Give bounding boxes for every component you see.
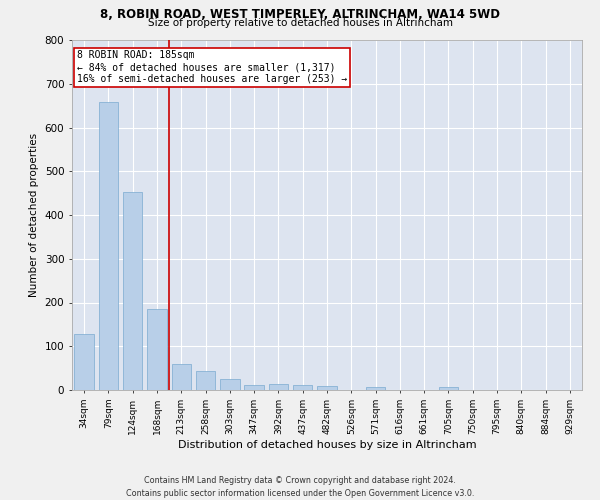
- Bar: [439, 386, 458, 390]
- X-axis label: Distribution of detached houses by size in Altrincham: Distribution of detached houses by size …: [178, 440, 476, 450]
- Text: 8, ROBIN ROAD, WEST TIMPERLEY, ALTRINCHAM, WA14 5WD: 8, ROBIN ROAD, WEST TIMPERLEY, ALTRINCHA…: [100, 8, 500, 20]
- Y-axis label: Number of detached properties: Number of detached properties: [29, 133, 39, 297]
- Bar: [196, 371, 215, 390]
- Text: 8 ROBIN ROAD: 185sqm
← 84% of detached houses are smaller (1,317)
16% of semi-de: 8 ROBIN ROAD: 185sqm ← 84% of detached h…: [77, 50, 347, 84]
- Bar: [123, 192, 142, 390]
- Bar: [172, 364, 191, 390]
- Bar: [269, 384, 288, 390]
- Bar: [147, 309, 167, 390]
- Bar: [74, 334, 94, 390]
- Bar: [99, 102, 118, 390]
- Bar: [317, 386, 337, 390]
- Bar: [366, 386, 385, 390]
- Bar: [244, 385, 264, 390]
- Text: Contains HM Land Registry data © Crown copyright and database right 2024.
Contai: Contains HM Land Registry data © Crown c…: [126, 476, 474, 498]
- Bar: [293, 385, 313, 390]
- Bar: [220, 379, 239, 390]
- Text: Size of property relative to detached houses in Altrincham: Size of property relative to detached ho…: [148, 18, 452, 28]
